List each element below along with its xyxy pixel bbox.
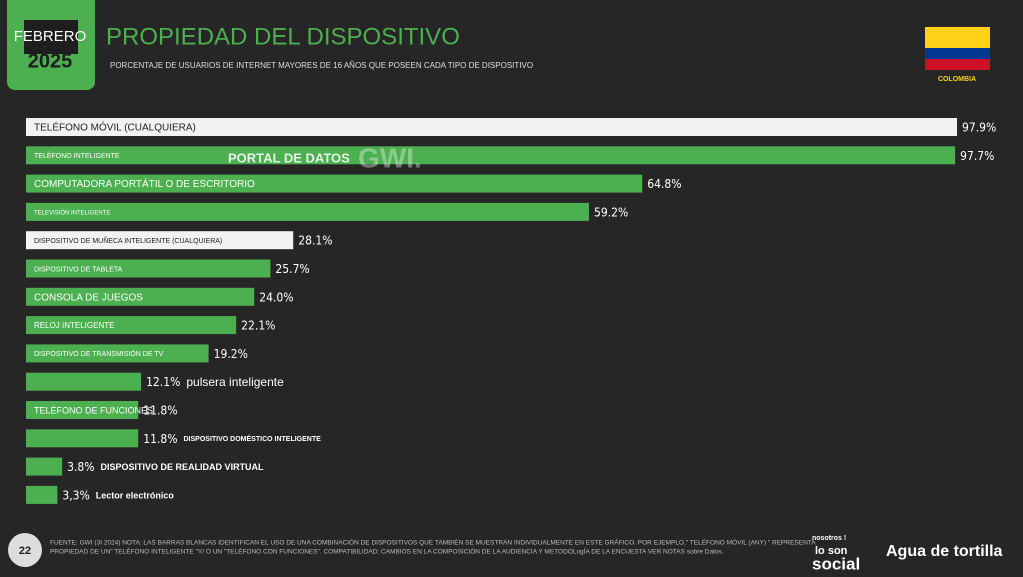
footnote: PROPIEDAD DE UN" TELÉFONO INTELIGENTE "Y… xyxy=(50,547,724,556)
logo-text: social xyxy=(812,554,860,573)
category-label: DISPOSITIVO DE TRANSMISIÓN DE TV xyxy=(34,349,164,358)
footnote: FUENTE: GWI (3I 2024) NOTA: LAS BARRAS B… xyxy=(50,538,816,547)
month: FEBRERO xyxy=(14,28,87,45)
category-label: DISPOSITIVO DE MUÑECA INTELIGENTE (CUALQ… xyxy=(34,236,222,245)
bar xyxy=(26,259,271,278)
value-label: 59.2% xyxy=(594,205,628,219)
bar xyxy=(26,457,63,476)
value-label: 25.7% xyxy=(275,262,309,276)
value-label: 28.1% xyxy=(298,234,332,248)
bar xyxy=(26,118,958,136)
category-label: COMPUTADORA PORTÁTIL O DE ESCRITORIO xyxy=(34,177,255,190)
category-label: TELÉFONO MÓVIL (CUALQUIERA) xyxy=(34,121,196,134)
logo-text: lo son xyxy=(815,545,848,557)
category-label: CONSOLA DE JUEGOS xyxy=(34,292,143,303)
category-label: DISPOSITIVO DE TABLETA xyxy=(34,266,123,273)
bar xyxy=(26,174,643,193)
bar xyxy=(26,231,294,250)
value-label: 97.9% xyxy=(962,121,996,135)
category-label: DISPOSITIVO DOMÉSTICO INTELIGENTE xyxy=(184,434,322,443)
category-label: pulsera inteligente xyxy=(186,375,284,389)
category-label: RELOJ INTELIGENTE xyxy=(34,321,114,330)
watermark-brand: GWI. xyxy=(358,142,422,173)
value-label: 12.1% xyxy=(146,375,180,389)
bar xyxy=(26,146,956,165)
bar xyxy=(26,202,589,221)
page-circle xyxy=(8,533,42,567)
value-label: 3,3% xyxy=(62,488,89,502)
value-label: 11.8% xyxy=(143,432,177,446)
category-label: TELEVISIÓN INTELIGENTE xyxy=(34,209,110,216)
year: 2025 xyxy=(28,50,73,72)
category-label: Lector electrónico xyxy=(96,490,175,500)
subtitle: PORCENTAJE DE USUARIOS DE INTERNET MAYOR… xyxy=(110,61,533,70)
watermark-portal: PORTAL DE DATOS xyxy=(228,150,350,165)
bar xyxy=(26,429,139,448)
bar xyxy=(26,401,139,419)
value-label: 64.8% xyxy=(647,177,681,191)
value-label: 11.8% xyxy=(143,404,177,418)
bar xyxy=(26,344,209,363)
value-label: 97.7% xyxy=(960,149,994,163)
value-label: 24.0% xyxy=(259,290,293,304)
title: PROPIEDAD DEL DISPOSITIVO xyxy=(106,23,460,50)
bar xyxy=(26,485,58,504)
month-box xyxy=(24,20,78,54)
logo-text: nosotros ! xyxy=(812,535,846,542)
bar xyxy=(26,372,142,391)
flag-blue xyxy=(925,48,990,59)
flag-red xyxy=(925,59,990,70)
logo-text: Agua de tortilla xyxy=(886,543,1003,560)
bar xyxy=(26,287,255,306)
value-label: 19.2% xyxy=(214,347,248,361)
bars: 97.9% TELÉFONO MÓVIL (CUALQUIERA) 97.7% TEL… xyxy=(26,118,996,504)
bar xyxy=(26,316,237,335)
value-label: 22.1% xyxy=(241,319,275,333)
flag-yellow xyxy=(925,27,990,48)
page-number: 22 xyxy=(19,545,31,557)
category-label: DISPOSITIVO DE REALIDAD VIRTUAL xyxy=(101,462,265,472)
category-label: TELÉFONO DE FUNCIONES xyxy=(34,405,153,415)
value-label: 3.8% xyxy=(67,460,94,474)
category-label: TELÉFONO INTELIGENTE xyxy=(34,151,120,160)
country: COLOMBIA xyxy=(938,76,976,83)
